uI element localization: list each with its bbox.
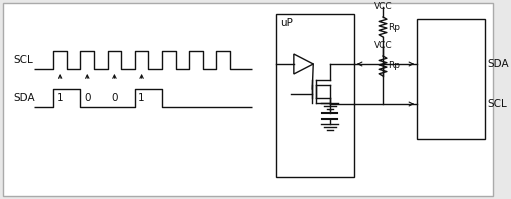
Text: Rp: Rp xyxy=(388,61,400,70)
Text: 1: 1 xyxy=(138,93,145,103)
Bar xyxy=(276,14,354,177)
Text: Rp: Rp xyxy=(388,22,400,31)
Text: 1: 1 xyxy=(57,93,63,103)
Text: VCC: VCC xyxy=(374,41,392,50)
Text: uP: uP xyxy=(280,18,293,28)
Text: SCL: SCL xyxy=(488,99,507,109)
Bar xyxy=(417,19,485,139)
Text: SCL: SCL xyxy=(14,55,33,65)
Text: SDA: SDA xyxy=(488,59,509,69)
Text: 0: 0 xyxy=(111,93,118,103)
FancyBboxPatch shape xyxy=(3,3,493,196)
Text: VCC: VCC xyxy=(374,2,392,11)
Text: SDA: SDA xyxy=(14,93,35,103)
Text: 0: 0 xyxy=(84,93,90,103)
